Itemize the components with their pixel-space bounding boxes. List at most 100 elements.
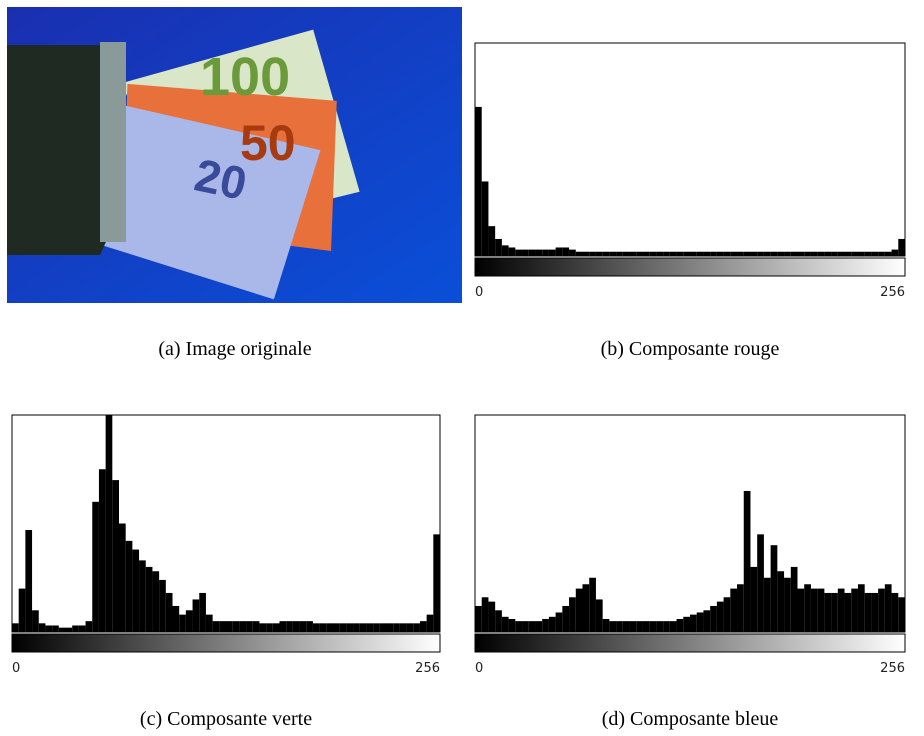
histogram-bar [119, 523, 126, 632]
histogram-bar [703, 610, 711, 632]
histogram-bar [522, 621, 529, 632]
histogram-bar [844, 251, 852, 256]
histogram-bar [18, 588, 26, 632]
histogram-bar [810, 588, 818, 632]
histogram-bar [433, 534, 440, 632]
histogram-bar [78, 625, 86, 632]
histogram-bar [333, 623, 340, 632]
histogram-bar [898, 597, 905, 632]
histogram-bar [777, 571, 785, 632]
histogram-bar [326, 623, 333, 632]
histogram-bar [292, 621, 300, 632]
original-image: 100 50 20 [7, 7, 462, 303]
histogram-bar [589, 251, 596, 256]
histogram-bar [716, 601, 724, 632]
histogram-bar [555, 247, 563, 256]
histogram-bar [413, 623, 420, 632]
histogram-bar [616, 621, 623, 632]
histogram-bar [239, 621, 247, 632]
histogram-bar [172, 605, 180, 632]
histogram-bar [642, 621, 650, 632]
histogram-bar [85, 621, 93, 632]
histogram-bar [690, 251, 697, 256]
histogram-bar [663, 251, 670, 256]
histogram-bar [125, 540, 133, 632]
histogram-bar [72, 625, 79, 632]
chart-caption: (b) Composante rouge [601, 338, 780, 360]
histogram-bar [582, 251, 590, 256]
histogram-bar [535, 621, 543, 632]
histogram-bar [373, 623, 380, 632]
histogram-bar [508, 618, 516, 632]
histogram-bar [817, 588, 825, 632]
histogram-bar [312, 623, 320, 632]
histogram-bar [683, 251, 690, 256]
histogram-bar [515, 249, 523, 256]
histogram-bar [582, 584, 590, 632]
histogram-bar [864, 251, 872, 256]
histogram-bar [515, 621, 523, 632]
histogram-bar [542, 249, 549, 256]
histogram-bar [319, 623, 327, 632]
histogram-bar [212, 621, 220, 632]
histogram-bar [199, 592, 206, 632]
histogram-bar [837, 588, 845, 632]
histogram-bar [366, 623, 374, 632]
histogram-bar [58, 627, 66, 632]
histogram-bar [286, 621, 293, 632]
histogram-bar [891, 249, 899, 256]
histogram-bar [475, 605, 482, 632]
histogram-bar [683, 616, 690, 632]
histogram-bar [622, 251, 630, 256]
histogram-bar [575, 251, 583, 256]
svg-text:100: 100 [200, 47, 290, 107]
histogram-bar [730, 251, 738, 256]
histogram-bar [92, 501, 99, 632]
histogram-bar [616, 251, 623, 256]
histogram-bar [636, 621, 643, 632]
histogram-bar [656, 251, 664, 256]
histogram-bar [569, 597, 576, 632]
histogram-bar [602, 618, 610, 632]
histogram-bar [279, 621, 287, 632]
histogram-bar [723, 251, 731, 256]
chart-caption: (c) Composante verte [140, 708, 312, 730]
histogram-bar [703, 251, 711, 256]
histogram-bar [98, 469, 106, 632]
histogram-bar [339, 623, 347, 632]
histogram-bar [602, 251, 610, 256]
histogram-bar [45, 625, 53, 632]
histogram-bar [804, 251, 811, 256]
histogram-bar [419, 621, 427, 632]
histogram-bar [219, 621, 226, 632]
histogram-bar [871, 251, 879, 256]
histogram-bar [595, 599, 603, 632]
histogram-bar [299, 621, 307, 632]
histogram-bar [629, 251, 637, 256]
histogram-bar [790, 251, 798, 256]
x-tick-label: 256 [415, 661, 440, 676]
histogram-bar [346, 623, 354, 632]
histogram-bar [205, 614, 213, 632]
histogram-bar [226, 621, 233, 632]
histogram-bar [495, 238, 502, 256]
histogram-bar [589, 577, 596, 632]
histogram-bar [393, 623, 400, 632]
histogram-bar [192, 599, 200, 632]
histogram-bar [898, 238, 905, 256]
histogram-bar [723, 597, 731, 632]
histogram-bar [132, 549, 140, 632]
histogram-bar [426, 614, 434, 632]
histogram-bar [730, 588, 738, 632]
histogram-bar [105, 415, 113, 632]
intensity-ramp [474, 257, 906, 277]
histogram-bar [562, 605, 570, 632]
histogram-bar [306, 621, 313, 632]
x-tick-label: 0 [475, 285, 483, 300]
histogram-bar [884, 584, 892, 632]
histogram-bar [379, 623, 387, 632]
histogram-bar [797, 251, 805, 256]
histogram-bar [642, 251, 650, 256]
intensity-ramp [11, 633, 441, 653]
